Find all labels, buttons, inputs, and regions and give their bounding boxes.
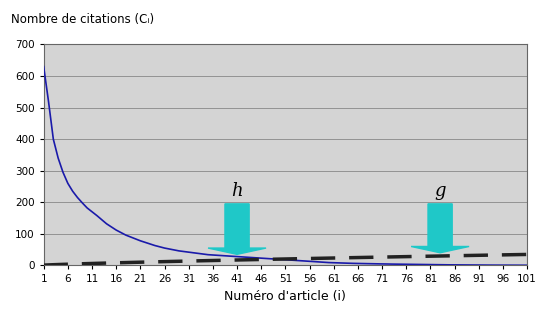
Text: Nombre de citations (Cᵢ): Nombre de citations (Cᵢ) [11, 13, 154, 26]
X-axis label: Numéro d'article (i): Numéro d'article (i) [225, 290, 346, 303]
FancyArrow shape [208, 204, 266, 254]
Text: h: h [231, 182, 243, 200]
Text: g: g [434, 182, 446, 200]
FancyArrow shape [411, 204, 469, 253]
